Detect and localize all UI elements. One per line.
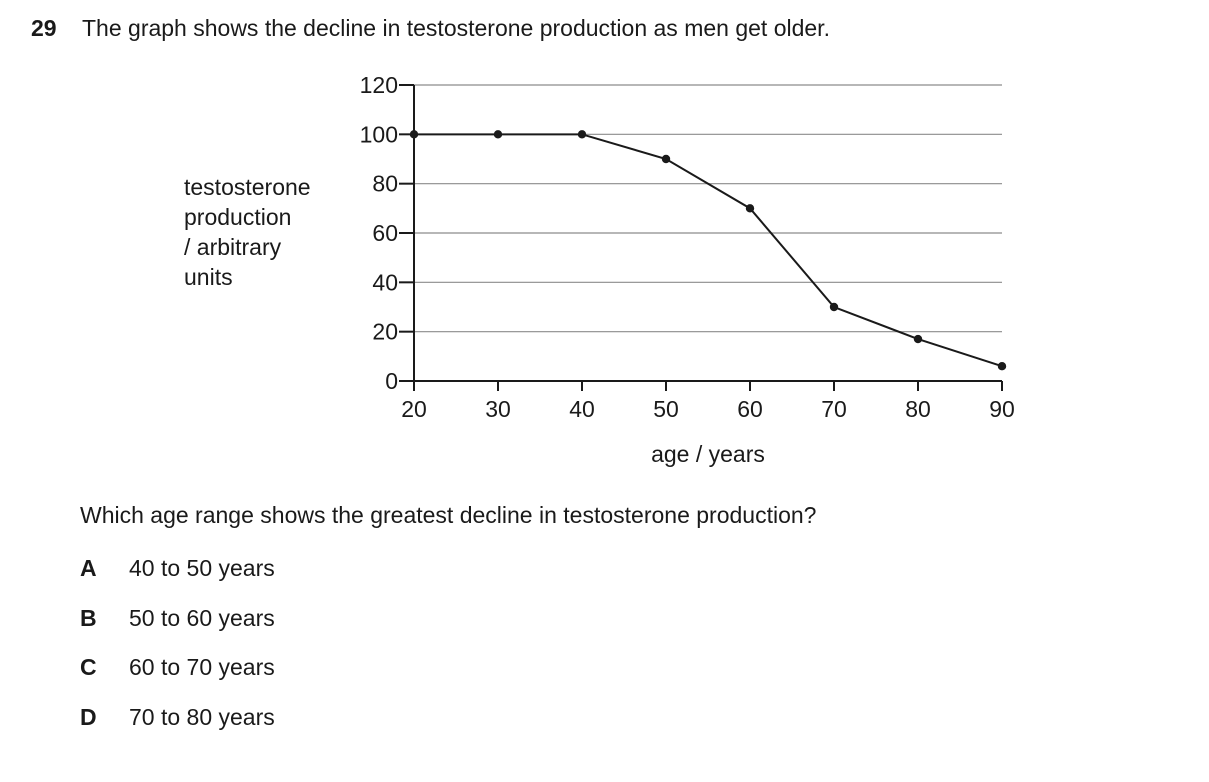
gridlines xyxy=(414,84,1002,333)
data-point xyxy=(661,154,671,164)
y-tick-label: 20 xyxy=(372,319,398,345)
question-stem: The graph shows the decline in testoster… xyxy=(82,15,830,41)
x-axis-label: age / years xyxy=(651,441,765,467)
option-text: 50 to 60 years xyxy=(129,605,275,631)
data-point xyxy=(409,130,419,139)
x-tick-label: 50 xyxy=(653,396,679,422)
data-point xyxy=(745,204,755,213)
option-letter: C xyxy=(80,654,97,680)
data-series xyxy=(409,130,1007,371)
y-tick-label: 100 xyxy=(360,121,398,147)
x-tick-label: 30 xyxy=(485,396,511,422)
x-tick-label: 70 xyxy=(821,396,847,422)
option-text: 60 to 70 years xyxy=(129,654,275,680)
option-letter: D xyxy=(80,704,97,730)
x-tick-label: 80 xyxy=(905,396,931,422)
y-tick-label: 120 xyxy=(360,72,398,98)
x-tick-label: 20 xyxy=(401,396,427,422)
y-axis-label: testosterone production / arbitrary unit… xyxy=(184,174,311,290)
data-point xyxy=(997,362,1007,371)
y-tick-label: 40 xyxy=(372,269,398,295)
x-tick-label: 40 xyxy=(569,396,595,422)
y-tick-label: 60 xyxy=(372,220,398,246)
question-number: 29 xyxy=(31,15,57,41)
data-point xyxy=(913,334,923,344)
data-point xyxy=(493,130,503,139)
option-text: 40 to 50 years xyxy=(129,555,275,581)
data-point xyxy=(577,130,587,139)
y-tick-label: 80 xyxy=(372,171,398,197)
question-prompt: Which age range shows the greatest decli… xyxy=(80,502,817,528)
x-tick-label: 60 xyxy=(737,396,763,422)
x-tick-label: 90 xyxy=(989,396,1015,422)
series-line xyxy=(414,133,1003,368)
y-tick-label: 0 xyxy=(385,368,398,394)
option-text: 70 to 80 years xyxy=(129,704,275,730)
data-point xyxy=(829,302,839,312)
option-letter: A xyxy=(80,555,97,581)
option-letter: B xyxy=(80,605,97,631)
